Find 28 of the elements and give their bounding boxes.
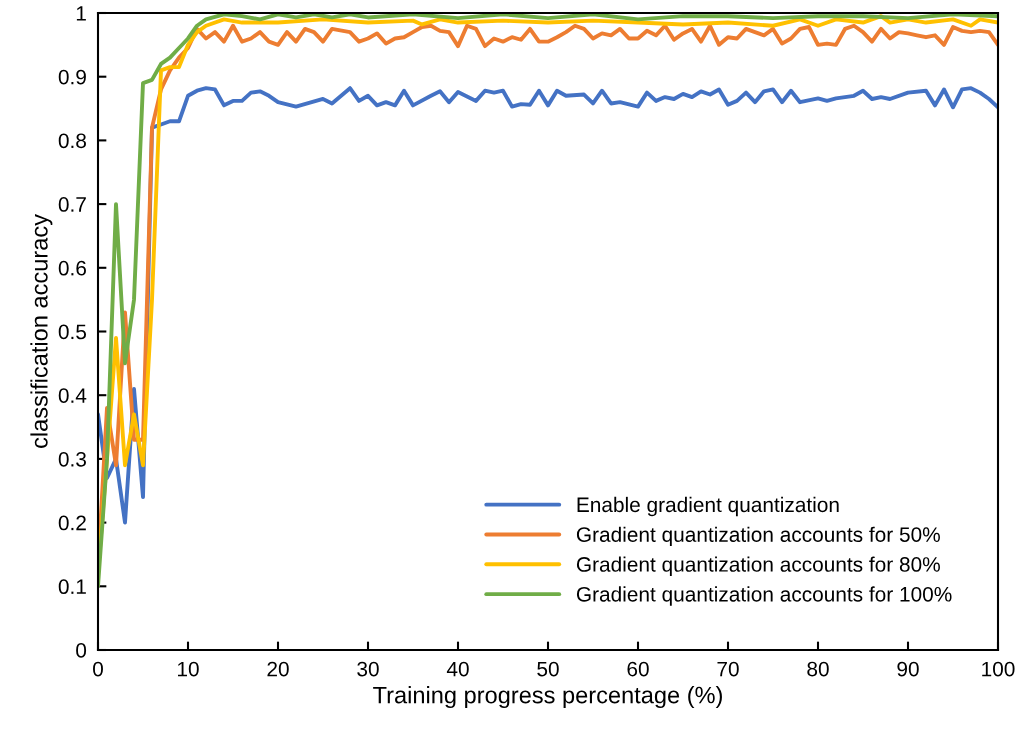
y-tick-label: 0.5: [58, 324, 87, 340]
x-tick-label: 60: [627, 661, 649, 677]
legend-label: Gradient quantization accounts for 100%: [576, 586, 952, 606]
y-tick-label: 0.3: [58, 451, 86, 467]
x-tick-label: 70: [717, 661, 739, 677]
y-tick-label: 0: [76, 643, 87, 658]
y-tick-label: 0.7: [58, 197, 86, 212]
x-tick-label: 90: [897, 661, 919, 677]
x-axis-title: Training progress percentage (%): [373, 686, 722, 709]
x-tick-label: 100: [982, 661, 1015, 677]
legend-label: Gradient quantization accounts for 50%: [576, 526, 940, 547]
y-tick-label: 0.9: [58, 69, 86, 85]
y-tick-label: 0.6: [58, 260, 86, 276]
legend-label: Enable gradient quantization: [577, 496, 839, 517]
x-tick-label: 30: [357, 661, 379, 677]
legend-label: Gradient quantization accounts for 80%: [576, 556, 940, 576]
y-tick-label: 0.4: [58, 388, 87, 403]
y-tick-label: 0.1: [58, 579, 86, 595]
x-tick-label: 80: [807, 661, 829, 677]
x-tick-label: 0: [93, 661, 103, 677]
x-tick-label: 20: [267, 661, 289, 677]
x-tick-label: 10: [178, 661, 199, 677]
x-tick-label: 50: [537, 661, 559, 677]
y-tick-label: 1: [76, 6, 86, 21]
y-axis-title: classification accuracy: [30, 214, 53, 448]
x-tick-label: 40: [446, 661, 469, 677]
y-tick-label: 0.2: [58, 515, 86, 531]
y-tick-label: 0.8: [58, 133, 86, 149]
